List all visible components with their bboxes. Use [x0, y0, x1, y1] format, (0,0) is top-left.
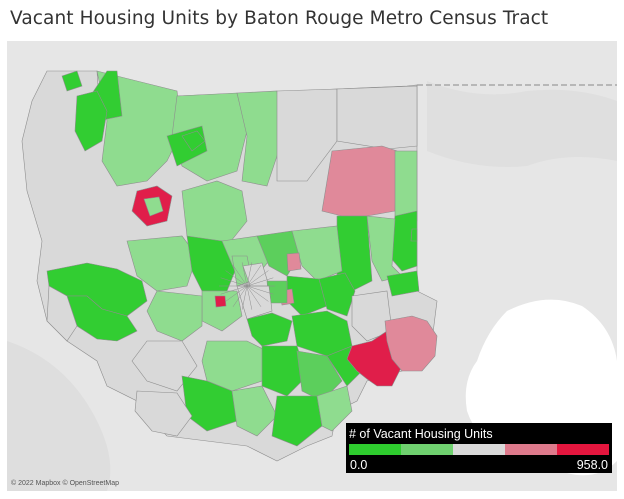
tract-boundary — [246, 270, 269, 287]
legend-color-ramp — [349, 444, 609, 455]
census-tract[interactable] — [61, 70, 83, 92]
census-tract[interactable] — [201, 340, 268, 392]
legend-swatch — [401, 444, 453, 455]
census-tract[interactable] — [134, 390, 193, 437]
census-tract[interactable] — [131, 340, 198, 392]
census-tract[interactable] — [394, 150, 418, 222]
tract-boundary — [246, 277, 274, 287]
terrain-shading — [7, 341, 111, 491]
census-tract[interactable] — [261, 345, 308, 397]
map-title: Vacant Housing Units by Baton Rouge Metr… — [10, 8, 549, 29]
census-tract[interactable] — [271, 395, 323, 447]
census-tract[interactable] — [246, 312, 293, 347]
tract-boundary — [241, 262, 248, 287]
legend: # of Vacant Housing Units 0.0 958.0 — [346, 423, 612, 473]
legend-swatch — [557, 444, 609, 455]
tract-boundary — [232, 285, 248, 307]
census-tract[interactable] — [214, 295, 227, 308]
census-tract[interactable] — [291, 225, 343, 282]
tract-boundary — [225, 285, 248, 302]
tract-boundary — [246, 285, 269, 302]
census-tract[interactable] — [231, 385, 278, 437]
legend-max-label: 958.0 — [576, 458, 608, 472]
census-tract[interactable] — [126, 235, 198, 292]
census-tract[interactable] — [143, 196, 164, 217]
terrain-shading — [427, 81, 617, 167]
census-tract[interactable] — [74, 90, 108, 152]
legend-swatch — [505, 444, 557, 455]
tract-boundary — [246, 285, 253, 310]
census-tract[interactable] — [321, 145, 398, 217]
map-attribution[interactable]: © 2022 Mapbox © OpenStreetMap — [11, 480, 119, 487]
tract-boundary — [220, 277, 248, 287]
tract-boundary — [220, 285, 248, 295]
census-tract[interactable] — [316, 385, 353, 432]
census-tract[interactable] — [336, 85, 418, 150]
census-tract[interactable] — [386, 270, 420, 297]
tract-boundary — [246, 285, 262, 307]
tract-boundary — [246, 265, 262, 287]
legend-swatch — [453, 444, 505, 455]
census-tract[interactable] — [276, 88, 338, 182]
legend-title: # of Vacant Housing Units — [349, 427, 493, 441]
census-tract[interactable] — [46, 285, 78, 342]
census-tract[interactable] — [384, 315, 438, 372]
tract-boundary — [232, 265, 248, 287]
tract-boundary — [246, 285, 274, 295]
legend-swatch — [349, 444, 401, 455]
tract-boundary — [225, 270, 248, 287]
census-tract[interactable] — [181, 130, 206, 152]
tract-boundary — [246, 262, 253, 287]
census-tract[interactable] — [410, 228, 418, 242]
census-tracts[interactable] — [21, 70, 438, 462]
legend-min-label: 0.0 — [350, 458, 368, 472]
census-tract[interactable] — [66, 295, 138, 342]
tract-boundary — [241, 285, 248, 310]
census-tract[interactable] — [286, 252, 302, 272]
census-tract[interactable] — [318, 272, 356, 317]
